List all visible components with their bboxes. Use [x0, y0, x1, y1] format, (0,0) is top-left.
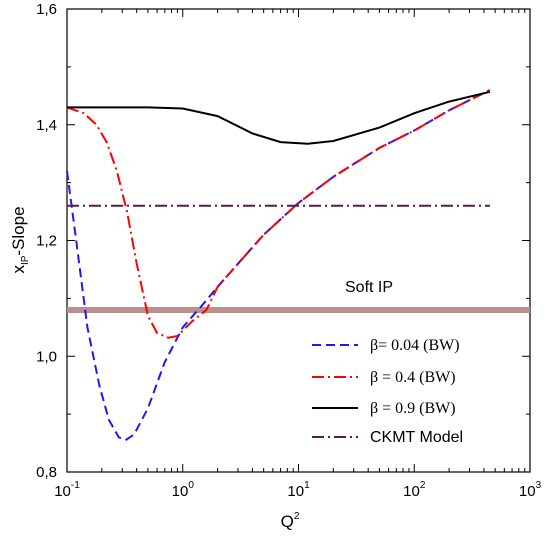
soft-ip-annotation: Soft IP	[345, 279, 393, 296]
series-line-2	[66, 89, 491, 339]
y-tick-label: 1,6	[36, 1, 57, 18]
x-axis-label: Q2	[281, 511, 300, 531]
x-tick-labels: 10-1 100 101 102 103	[54, 480, 541, 500]
y-axis-label: xIP-Slope	[9, 206, 31, 273]
x-tick-label: 10-1	[54, 480, 80, 500]
series-layer	[66, 89, 491, 442]
y-tick-label: 1,2	[36, 233, 57, 250]
legend-label-3: β = 0.9 (BW)	[370, 400, 456, 417]
plot-frame	[66, 8, 531, 473]
x-tick-label: 103	[519, 480, 542, 500]
y-tick-labels: 0,8 1,0 1,2 1,4 1,6	[36, 1, 57, 481]
legend-label-1: β= 0.04 (BW)	[370, 337, 460, 354]
y-tick-label: 1,4	[36, 117, 57, 134]
x-tick-label: 102	[403, 480, 426, 500]
legend-label-4: CKMT Model	[370, 429, 463, 446]
x-tick-label: 100	[172, 480, 195, 500]
legend-label-2: β = 0.4 (BW)	[370, 369, 456, 386]
series-line-3	[67, 90, 491, 145]
axis-ticks	[66, 8, 530, 473]
legend: β= 0.04 (BW) β = 0.4 (BW) β = 0.9 (BW) CKMT…	[312, 337, 463, 446]
x-tick-label: 101	[287, 480, 310, 500]
y-tick-label: 0,8	[36, 464, 57, 481]
series-line-1	[66, 89, 491, 442]
y-tick-label: 1,0	[36, 348, 57, 365]
